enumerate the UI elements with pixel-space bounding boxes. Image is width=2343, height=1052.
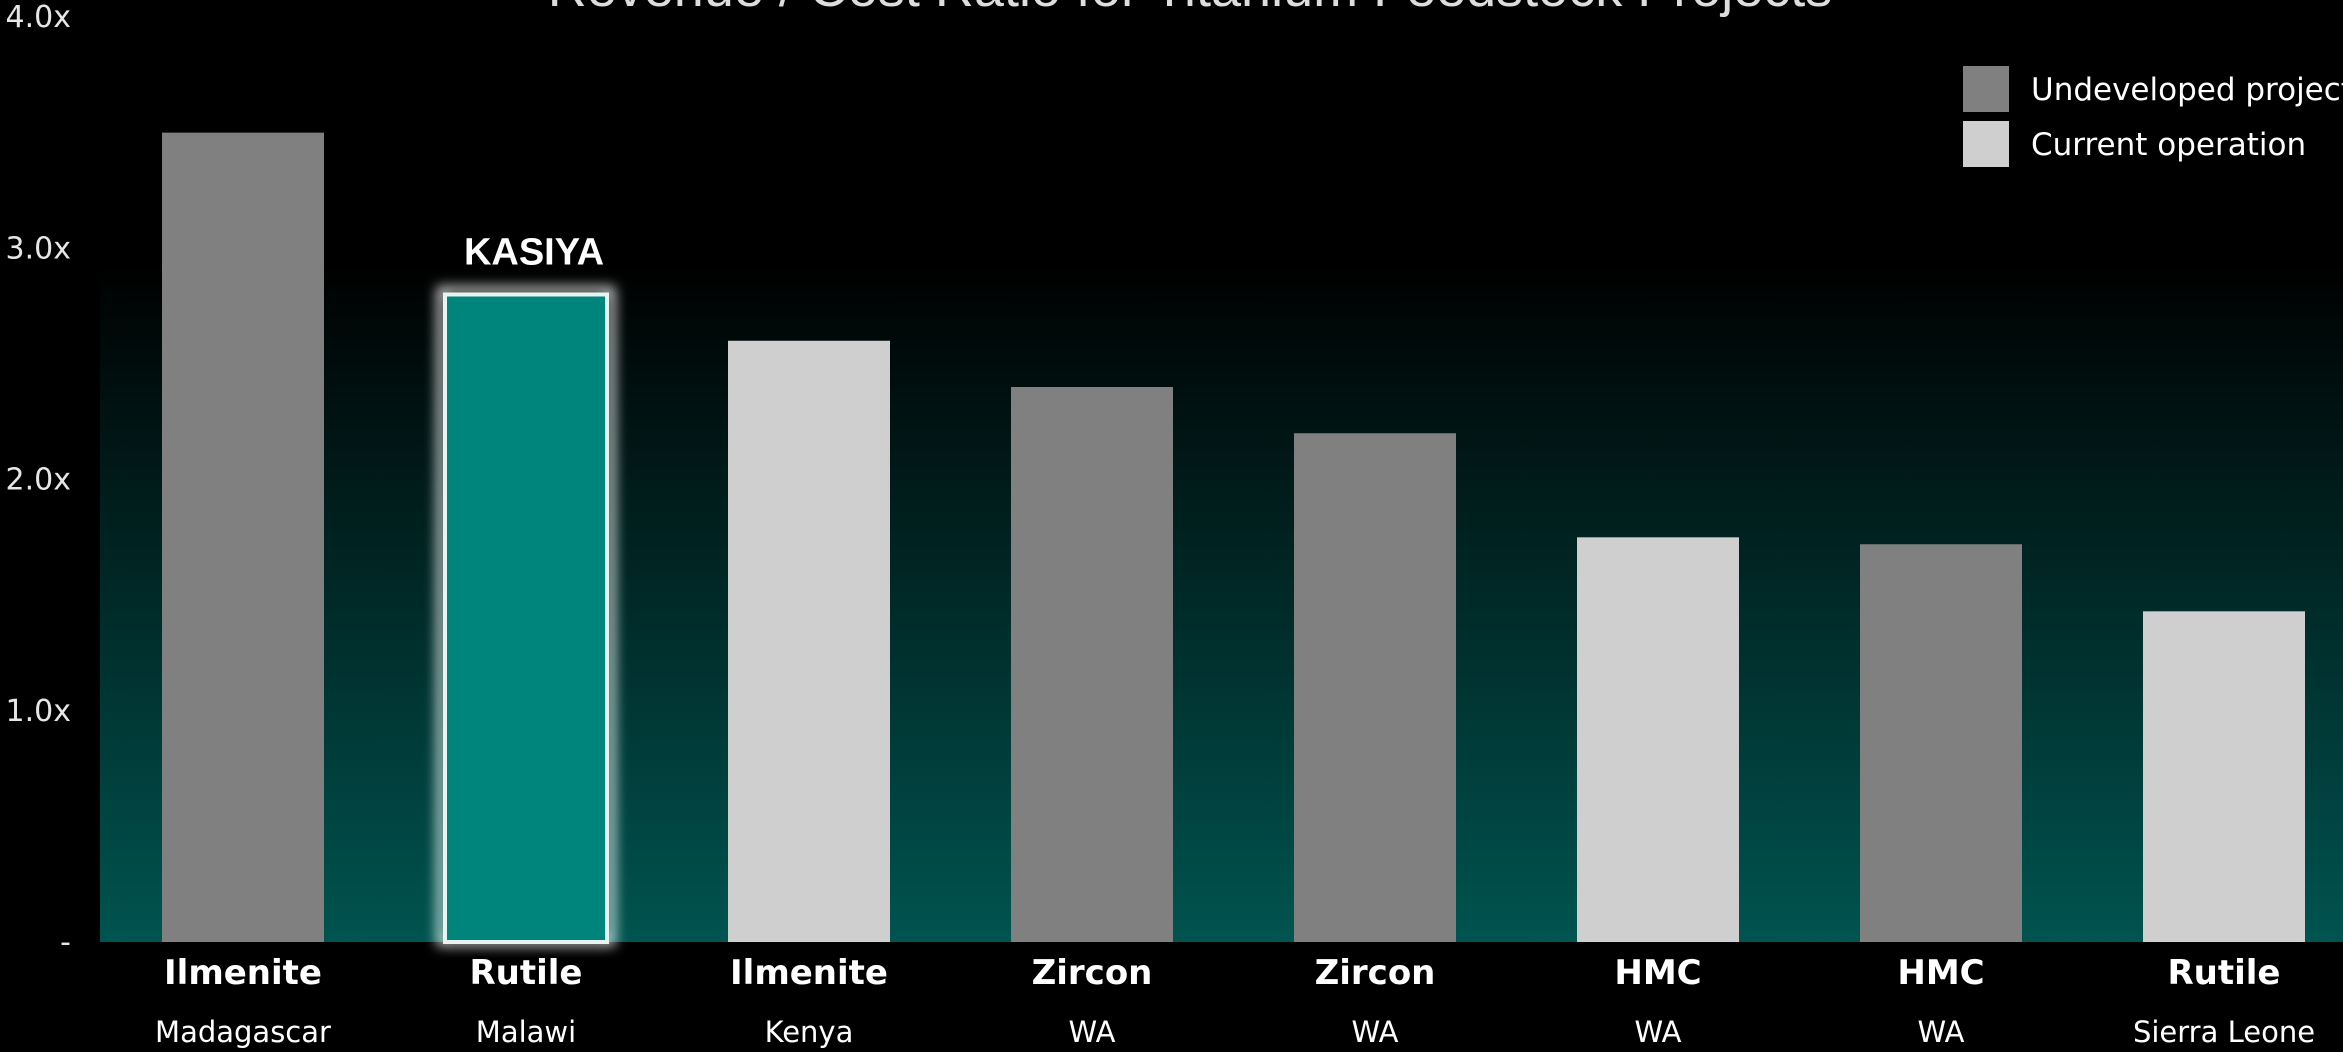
x-category-mineral: HMC [1614, 953, 1701, 993]
x-category-location: WA [1635, 1015, 1682, 1049]
x-category-mineral: Zircon [1032, 953, 1153, 993]
y-tick-label: 2.0x [6, 463, 71, 498]
y-tick-label: - [60, 925, 71, 960]
bar [1294, 433, 1456, 942]
x-category-mineral: Ilmenite [164, 953, 322, 993]
x-category-location: Sierra Leone [2133, 1015, 2315, 1049]
y-tick-label: 1.0x [6, 694, 71, 729]
x-category-location: Kenya [765, 1015, 854, 1049]
bar-kasiya [443, 292, 609, 944]
kasiya-annotation: KASIYA [464, 232, 604, 274]
bars [162, 132, 2305, 946]
bar [728, 340, 890, 942]
legend-label: Current operation [2031, 127, 2306, 163]
bar [2143, 611, 2305, 942]
chart-title: Revenue / Cost Ratio for Titanium Feedst… [548, 0, 1833, 18]
x-category-mineral: Zircon [1315, 953, 1436, 993]
legend-swatch [1963, 66, 2009, 112]
x-category-mineral: HMC [1897, 953, 1984, 993]
bar [1577, 537, 1739, 942]
x-category-mineral: Rutile [2167, 953, 2280, 993]
x-category-location: WA [1352, 1015, 1399, 1049]
legend-swatch [1963, 121, 2009, 167]
x-category-mineral: Ilmenite [730, 953, 888, 993]
x-category-location: WA [1069, 1015, 1116, 1049]
x-axis-labels: Ilmenite Madagascar Rutile Malawi Ilmenite Ke… [155, 953, 2315, 1049]
x-category-location: Madagascar [155, 1015, 331, 1049]
bar [1011, 387, 1173, 942]
legend-label: Undeveloped project [2031, 72, 2343, 108]
bar [162, 132, 324, 942]
x-category-location: WA [1918, 1015, 1965, 1049]
bar [1860, 544, 2022, 942]
y-tick-label: 4.0x [6, 0, 71, 35]
x-category-mineral: Rutile [469, 953, 582, 993]
y-axis: - 1.0x 2.0x 3.0x 4.0x [6, 0, 71, 960]
legend: Undeveloped project Current operation [1963, 66, 2343, 167]
y-tick-label: 3.0x [6, 231, 71, 266]
x-category-location: Malawi [476, 1015, 576, 1049]
